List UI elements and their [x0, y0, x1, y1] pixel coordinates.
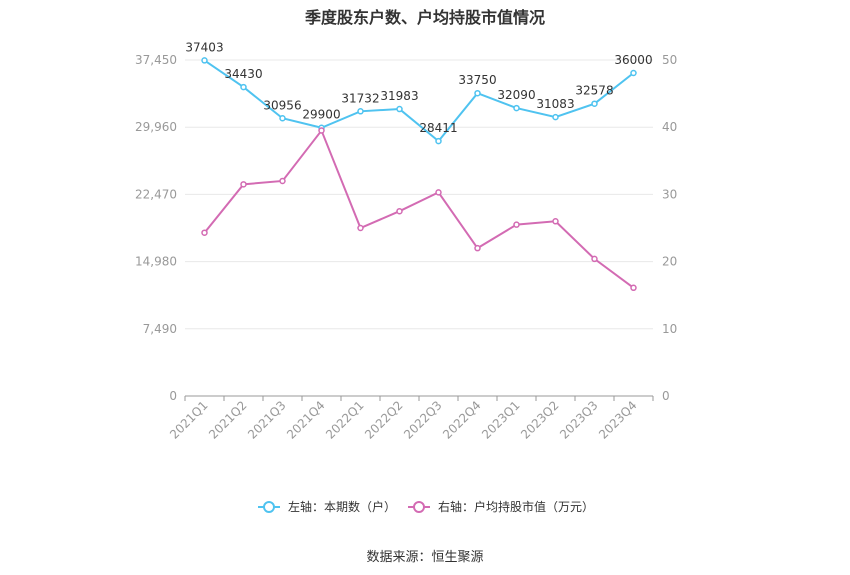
data-point: [201, 57, 208, 64]
x-tick-label: 2023Q1: [479, 398, 523, 442]
x-tick-label: 2021Q3: [245, 398, 289, 442]
data-label: 31083: [536, 97, 574, 111]
data-label: 29900: [302, 108, 340, 122]
data-point: [396, 105, 403, 113]
y-left-tick-label: 29,960: [135, 120, 177, 134]
data-point: [513, 221, 520, 228]
data-point: [279, 177, 286, 185]
data-point: [435, 189, 442, 196]
data-point: [396, 207, 403, 215]
data-point: [357, 224, 364, 232]
x-tick-label: 2023Q2: [518, 398, 562, 442]
y-right-tick-label: 30: [662, 187, 677, 201]
data-point: [630, 69, 637, 77]
data-label: 32090: [497, 88, 535, 102]
y-left-tick-label: 37,450: [135, 53, 177, 67]
data-point: [552, 113, 559, 121]
x-tick-label: 2021Q4: [284, 398, 328, 442]
y-right-tick-label: 0: [662, 389, 670, 403]
data-point: [591, 255, 598, 263]
x-tick-label: 2021Q2: [206, 398, 250, 442]
legend-label: 右轴：户均持股市值（万元）: [438, 499, 594, 514]
data-point: [474, 244, 481, 252]
y-left-tick-label: 14,980: [135, 255, 177, 269]
data-point: [201, 229, 208, 236]
y-left-tick-label: 0: [169, 389, 177, 403]
data-label: 30956: [263, 98, 301, 112]
data-label: 32578: [575, 84, 613, 98]
series-line-2: [203, 128, 635, 289]
y-right-tick-label: 10: [662, 322, 677, 336]
y-left-tick-label: 22,470: [135, 187, 177, 201]
x-tick-label: 2022Q2: [362, 398, 406, 442]
source-note: 数据来源：恒生聚源: [366, 550, 484, 565]
data-label: 36000: [614, 53, 652, 67]
y-right-tick-label: 20: [662, 255, 677, 269]
x-tick-label: 2023Q3: [557, 398, 601, 442]
legend-marker-1: [263, 501, 275, 513]
x-tick-label: 2023Q4: [596, 398, 640, 442]
x-tick-label: 2021Q1: [167, 398, 211, 442]
data-label: 28411: [419, 121, 457, 135]
legend-label: 左轴：本期数（户）: [288, 499, 396, 514]
y-right-tick-label: 40: [662, 120, 677, 134]
y-left-tick-label: 7,490: [143, 322, 177, 336]
data-point: [630, 284, 637, 292]
data-point: [435, 137, 442, 145]
data-point: [552, 218, 559, 225]
chart-title: 季度股东户数、户均持股市值情况: [304, 8, 545, 27]
data-point: [240, 83, 247, 91]
data-point: [318, 127, 325, 134]
x-tick-label: 2022Q1: [323, 398, 367, 442]
x-tick-label: 2022Q4: [440, 398, 484, 442]
data-point: [357, 108, 364, 115]
data-point: [279, 115, 286, 122]
data-point: [513, 104, 520, 112]
y-right-tick-label: 50: [662, 53, 677, 67]
series-line-1: [203, 59, 635, 143]
data-label: 31732: [341, 91, 379, 105]
data-point: [474, 89, 481, 97]
data-label: 37403: [185, 40, 223, 54]
data-label: 33750: [458, 73, 496, 87]
legend-marker-2: [413, 501, 425, 513]
data-label: 31983: [380, 89, 418, 103]
data-label: 34430: [224, 67, 262, 81]
data-point: [240, 181, 247, 188]
data-point: [591, 100, 598, 107]
x-tick-label: 2022Q3: [401, 398, 445, 442]
